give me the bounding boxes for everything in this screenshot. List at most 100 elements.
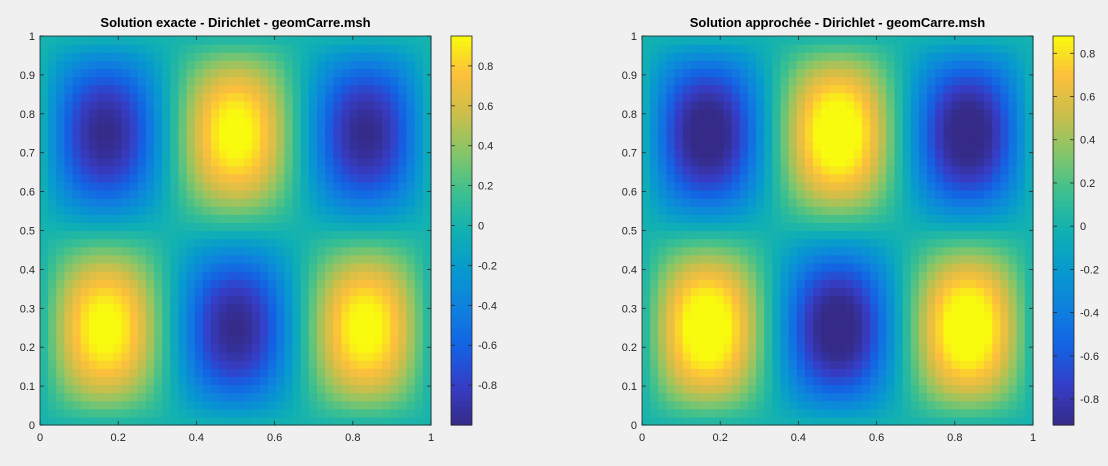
heatmap-cell bbox=[658, 60, 668, 70]
heatmap-cell bbox=[390, 133, 400, 142]
heatmap-cell bbox=[121, 408, 131, 418]
heatmap-cell bbox=[756, 287, 765, 296]
heatmap-cell bbox=[886, 133, 896, 142]
heatmap-cell bbox=[72, 68, 82, 78]
heatmap-cell bbox=[316, 295, 326, 305]
heatmap-cell bbox=[406, 262, 416, 272]
heatmap-cell bbox=[707, 198, 716, 207]
heatmap-cell bbox=[845, 246, 855, 256]
heatmap-cell bbox=[747, 149, 757, 159]
heatmap-cell bbox=[292, 44, 302, 53]
heatmap-cell bbox=[642, 254, 651, 264]
colorbar-segment bbox=[1053, 395, 1074, 402]
colorbar-segment bbox=[451, 400, 472, 407]
heatmap-cell bbox=[959, 352, 969, 361]
heatmap-cell bbox=[64, 149, 74, 159]
heatmap-cell bbox=[88, 230, 98, 240]
x-tick-label: 0.6 bbox=[869, 432, 884, 444]
heatmap-cell bbox=[300, 271, 310, 280]
heatmap-cell bbox=[804, 165, 814, 175]
heatmap-cell bbox=[984, 181, 993, 191]
heatmap-cell bbox=[349, 271, 359, 280]
heatmap-cell bbox=[259, 214, 269, 223]
heatmap-cell bbox=[178, 141, 188, 151]
heatmap-cell bbox=[1016, 279, 1026, 288]
heatmap-cell bbox=[756, 165, 765, 175]
colorbar-tick-label: 0.8 bbox=[478, 61, 493, 73]
heatmap-cell bbox=[886, 165, 896, 175]
heatmap-cell bbox=[682, 368, 692, 377]
heatmap-cell bbox=[853, 206, 863, 215]
heatmap-cell bbox=[1008, 100, 1018, 110]
heatmap-cell bbox=[894, 416, 904, 426]
heatmap-cell bbox=[349, 335, 359, 345]
colorbar-segment bbox=[1053, 99, 1074, 105]
heatmap-cell bbox=[984, 408, 993, 418]
heatmap-cell bbox=[796, 287, 806, 296]
heatmap-cell bbox=[902, 295, 912, 305]
heatmap-cell bbox=[902, 125, 912, 134]
heatmap-cell bbox=[414, 198, 424, 207]
heatmap-cell bbox=[284, 343, 294, 353]
heatmap-cell bbox=[813, 60, 822, 70]
heatmap-cell bbox=[235, 189, 245, 199]
heatmap-cell bbox=[300, 303, 310, 313]
heatmap-cell bbox=[682, 360, 692, 369]
heatmap-cell bbox=[202, 189, 212, 199]
heatmap-cell bbox=[853, 36, 863, 45]
heatmap-cell bbox=[690, 271, 700, 280]
heatmap-cell bbox=[886, 295, 896, 305]
heatmap-cell bbox=[333, 60, 342, 70]
heatmap-cell bbox=[666, 392, 676, 402]
heatmap-cell bbox=[422, 230, 432, 240]
heatmap-cell bbox=[145, 149, 155, 159]
heatmap-cell bbox=[837, 68, 847, 78]
heatmap-cell bbox=[975, 149, 985, 159]
heatmap-cell bbox=[398, 416, 408, 426]
heatmap-cell bbox=[674, 222, 684, 232]
heatmap-cell bbox=[382, 149, 391, 159]
colorbar-tick-label: 0.2 bbox=[1080, 178, 1095, 190]
heatmap-cell bbox=[951, 44, 961, 53]
heatmap-cell bbox=[422, 384, 432, 394]
colorbar-segment bbox=[1053, 172, 1074, 178]
heatmap-cell bbox=[349, 368, 359, 377]
heatmap-cell bbox=[325, 36, 334, 45]
heatmap-cell bbox=[943, 117, 953, 126]
heatmap-cell bbox=[333, 327, 342, 337]
heatmap-cell bbox=[658, 343, 668, 353]
heatmap-cell bbox=[658, 84, 668, 94]
heatmap-cell bbox=[772, 133, 782, 142]
heatmap-cell bbox=[1000, 400, 1010, 410]
heatmap-cell bbox=[129, 238, 139, 248]
heatmap-cell bbox=[975, 343, 985, 353]
heatmap-cell bbox=[88, 36, 98, 45]
heatmap-cell bbox=[935, 100, 944, 110]
heatmap-cell bbox=[349, 92, 359, 102]
heatmap-cell bbox=[715, 319, 725, 329]
heatmap-cell bbox=[398, 181, 408, 191]
heatmap-cell bbox=[967, 238, 977, 248]
heatmap-cell bbox=[699, 295, 708, 305]
heatmap-cell bbox=[113, 262, 123, 272]
heatmap-cell bbox=[64, 368, 74, 377]
heatmap-cell bbox=[780, 117, 790, 126]
heatmap-cell bbox=[918, 311, 928, 321]
heatmap-cell bbox=[918, 44, 928, 53]
heatmap-cell bbox=[1008, 76, 1018, 86]
heatmap-cell bbox=[202, 117, 212, 126]
heatmap-cell bbox=[186, 206, 196, 215]
heatmap-cell bbox=[690, 92, 700, 102]
heatmap-cell bbox=[984, 287, 993, 296]
heatmap-cell bbox=[162, 262, 171, 272]
heatmap-cell bbox=[764, 287, 773, 296]
heatmap-cell bbox=[804, 149, 814, 159]
heatmap-cell bbox=[113, 92, 123, 102]
heatmap-cell bbox=[48, 157, 57, 167]
heatmap-cell bbox=[316, 108, 326, 118]
heatmap-cell bbox=[113, 254, 123, 264]
heatmap-cell bbox=[186, 271, 196, 280]
heatmap-cell bbox=[902, 376, 912, 386]
colorbar-tick-label: 0.4 bbox=[1080, 135, 1095, 147]
heatmap-cell bbox=[422, 100, 432, 110]
